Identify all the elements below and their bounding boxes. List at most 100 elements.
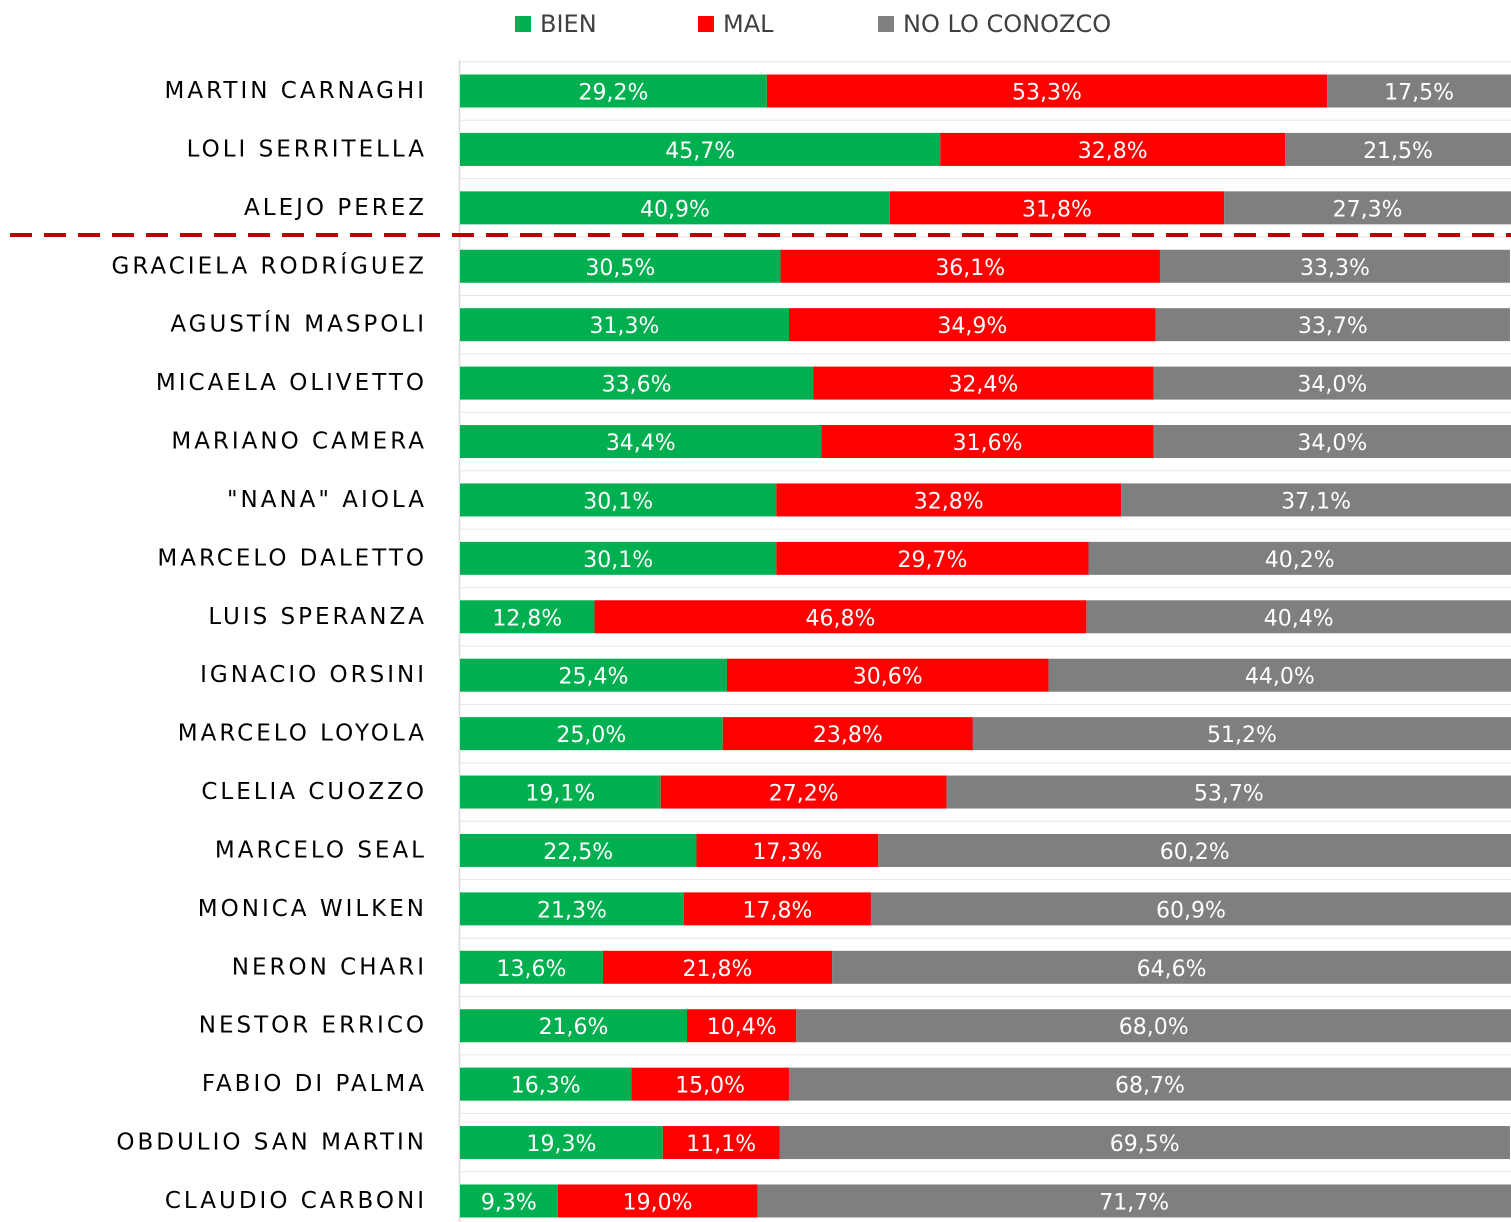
value-label: 17,8% (742, 898, 812, 923)
value-label: 53,3% (1012, 81, 1082, 106)
value-label: 19,0% (623, 1190, 693, 1215)
legend-label: MAL (723, 10, 774, 38)
bar-segment (460, 1067, 632, 1101)
bar-segment (460, 775, 661, 809)
bar-segment (779, 1126, 1510, 1160)
category-label: FABIO DI PALMA (202, 1071, 427, 1097)
value-label: 25,0% (556, 723, 626, 748)
value-label: 30,1% (583, 489, 653, 514)
bar-segment (722, 717, 973, 751)
value-label: 60,2% (1160, 840, 1230, 865)
value-label: 11,1% (686, 1132, 756, 1157)
category-label: MONICA WILKEN (198, 896, 427, 922)
bar-segment (1048, 658, 1511, 692)
value-label: 40,4% (1264, 606, 1334, 631)
value-label: 51,2% (1207, 723, 1277, 748)
bar-segment (788, 1067, 1511, 1101)
bar-segment (1159, 249, 1510, 283)
value-label: 21,3% (537, 898, 607, 923)
category-label: "NANA" AIOLA (227, 487, 427, 513)
category-label: AGUSTÍN MASPOLI (170, 310, 427, 338)
bar-segment (796, 1009, 1511, 1043)
bar-segment (972, 717, 1511, 751)
value-label: 34,0% (1297, 373, 1367, 398)
value-label: 12,8% (492, 606, 562, 631)
bar-segment (460, 892, 684, 926)
bar-segment (460, 1009, 688, 1043)
value-label: 68,7% (1115, 1074, 1185, 1099)
value-label: 30,6% (853, 665, 923, 690)
value-label: 23,8% (813, 723, 883, 748)
bar-segment (757, 1184, 1511, 1218)
bar-segment (1224, 191, 1511, 225)
value-label: 34,4% (606, 431, 676, 456)
value-label: 29,7% (897, 548, 967, 573)
value-label: 34,0% (1297, 431, 1367, 456)
category-label: CLELIA CUOZZO (201, 779, 427, 805)
value-label: 33,3% (1300, 256, 1370, 281)
bar-segment (726, 658, 1049, 692)
bar-segment (1285, 132, 1511, 166)
bar-segment (460, 74, 767, 108)
value-label: 21,6% (539, 1015, 609, 1040)
bar-segment (460, 658, 727, 692)
value-label: 16,3% (511, 1074, 581, 1099)
bar-segment (687, 1009, 797, 1043)
value-label: 22,5% (543, 840, 613, 865)
value-label: 40,2% (1265, 548, 1335, 573)
bar-segment (821, 425, 1154, 459)
bar-segment (1121, 483, 1511, 517)
category-label: LUIS SPERANZA (208, 604, 427, 630)
bar-segment (780, 249, 1160, 283)
value-label: 27,2% (769, 782, 839, 807)
bar-segment (940, 132, 1286, 166)
bar-segment (460, 600, 595, 634)
bar-segment (1153, 425, 1511, 459)
value-label: 36,1% (935, 256, 1005, 281)
value-label: 40,9% (640, 197, 710, 222)
category-label: IGNACIO ORSINI (200, 662, 427, 688)
bar-segment (696, 833, 879, 867)
value-label: 60,9% (1156, 898, 1226, 923)
legend-label: NO LO CONOZCO (903, 10, 1111, 38)
category-label: OBDULIO SAN MARTIN (116, 1130, 427, 1156)
value-label: 71,7% (1099, 1190, 1169, 1215)
bar-segment (460, 132, 941, 166)
bar-segment (631, 1067, 789, 1101)
value-label: 19,3% (526, 1132, 596, 1157)
bar-segment (870, 892, 1511, 926)
legend-label: BIEN (540, 10, 597, 38)
bar-segment (460, 191, 890, 225)
bar-segment (460, 249, 781, 283)
value-label: 17,5% (1384, 81, 1454, 106)
value-label: 13,6% (497, 957, 567, 982)
value-label: 32,8% (914, 489, 984, 514)
bar-segment (889, 191, 1225, 225)
bar-segment (683, 892, 871, 926)
bar-segment (460, 308, 789, 342)
bar-segment (766, 74, 1328, 108)
category-label: MICAELA OLIVETTO (156, 370, 427, 396)
bar-segment (1088, 541, 1511, 575)
category-label: MARTIN CARNAGHI (165, 78, 427, 104)
value-label: 68,0% (1119, 1015, 1189, 1040)
value-label: 27,3% (1333, 197, 1403, 222)
bar-segment (1153, 366, 1511, 400)
value-label: 21,5% (1363, 139, 1433, 164)
legend-swatch (515, 16, 531, 32)
category-label: GRACIELA RODRÍGUEZ (112, 251, 427, 279)
bar-segment (878, 833, 1511, 867)
bar-segment (1155, 308, 1510, 342)
bar-segment (788, 308, 1156, 342)
value-label: 31,6% (953, 431, 1023, 456)
value-label: 30,1% (583, 548, 653, 573)
value-label: 29,2% (579, 81, 649, 106)
bar-segment (460, 1126, 663, 1160)
value-label: 46,8% (806, 606, 876, 631)
bar-segment (557, 1184, 758, 1218)
bar-segment (602, 950, 833, 984)
value-label: 34,9% (937, 314, 1007, 339)
value-label: 69,5% (1110, 1132, 1180, 1157)
bar-segment (460, 950, 603, 984)
